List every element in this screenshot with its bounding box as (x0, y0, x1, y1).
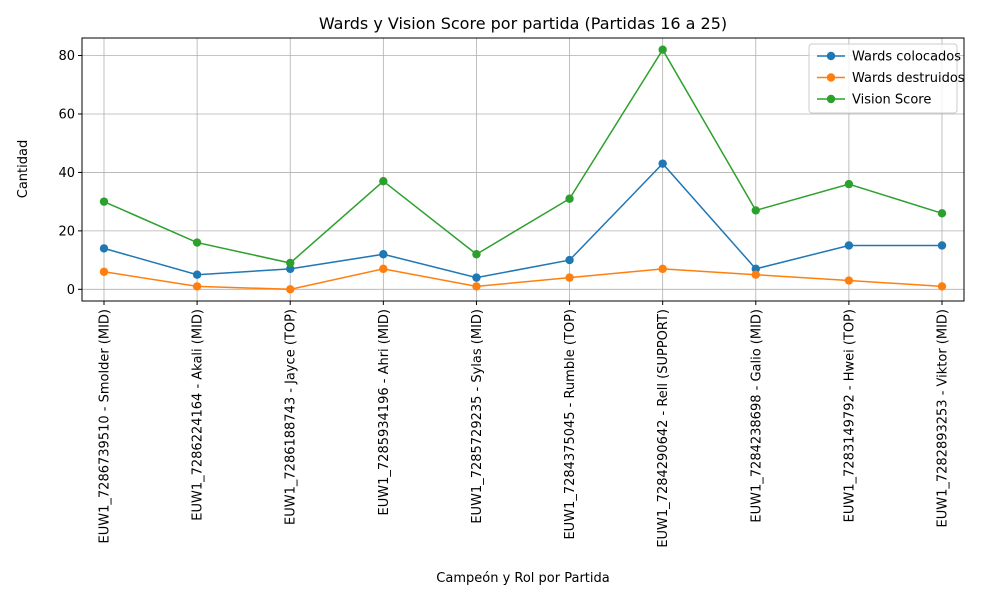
legend-label: Wards destruidos (852, 71, 965, 86)
data-point (658, 159, 667, 168)
x-tick-label: EUW1_7285729235 - Sylas (MID) (470, 309, 485, 524)
x-tick-label: EUW1_7284375045 - Rumble (TOP) (563, 309, 578, 540)
x-axis: EUW1_7286739510 - Smolder (MID) EUW1_7286… (98, 301, 951, 548)
y-tick-label: 80 (58, 49, 75, 64)
data-point (565, 194, 574, 203)
plot-frame (81, 37, 965, 302)
y-tick-label: 0 (67, 283, 75, 298)
chart-title: Wards y Vision Score por partida (Partid… (319, 14, 727, 33)
data-point (658, 45, 667, 54)
series-line (103, 48, 943, 264)
data-point (844, 179, 854, 189)
data-point (192, 282, 202, 291)
data-point (286, 258, 295, 268)
legend: Wards colocados Wards destruidos Vision Sc… (808, 43, 965, 114)
data-point (751, 270, 760, 279)
series-line (103, 162, 942, 279)
x-axis-title: Campeón y Rol por Partida (436, 571, 609, 586)
data-point (99, 244, 109, 253)
y-axis-title: Cantidad (16, 140, 31, 198)
data-point (99, 267, 109, 276)
x-tick-label: EUW1_7283149792 - Hwei (TOP) (842, 309, 857, 522)
legend-box (808, 43, 958, 114)
legend-marker (826, 94, 836, 104)
data-point (937, 241, 947, 250)
data-point (286, 285, 295, 294)
x-tick-label: EUW1_7286188743 - Jayce (TOP) (284, 309, 299, 525)
data-point (565, 255, 574, 265)
x-tick-label: EUW1_7282893253 - Viktor (MID) (936, 309, 951, 528)
data-point (658, 264, 667, 274)
x-tick-label: EUW1_7285934196 - Ahri (MID) (377, 309, 392, 515)
y-tick-label: 60 (58, 107, 75, 122)
data-point (472, 273, 481, 282)
data-point (472, 250, 481, 259)
x-tick-label: EUW1_7284290642 - Rell (SUPPORT) (656, 309, 671, 548)
data-point (844, 241, 854, 250)
legend-label: Wards colocados (852, 50, 961, 65)
data-point (937, 209, 947, 218)
series-layer (99, 45, 947, 294)
data-point (379, 176, 388, 186)
y-axis: 0 20 40 60 80 (58, 49, 82, 298)
data-point (99, 197, 109, 206)
legend-marker (826, 51, 836, 61)
series-line (103, 268, 943, 291)
x-tick-label: EUW1_7286739510 - Smolder (MID) (98, 309, 113, 543)
data-point (472, 282, 481, 291)
data-point (751, 264, 760, 274)
data-point (379, 250, 388, 259)
data-point (937, 282, 947, 291)
data-point (286, 264, 295, 274)
data-point (565, 273, 574, 282)
legend-label: Vision Score (852, 93, 931, 108)
data-point (192, 270, 202, 279)
y-tick-label: 20 (58, 224, 75, 239)
data-point (192, 238, 202, 247)
x-tick-label: EUW1_7284238698 - Galio (MID) (749, 309, 764, 523)
data-point (844, 276, 854, 285)
y-tick-label: 40 (58, 166, 75, 181)
data-point (379, 264, 388, 274)
data-point (751, 206, 760, 215)
x-tick-label: EUW1_7286224164 - Akali (MID) (191, 309, 206, 521)
legend-marker (826, 73, 836, 82)
